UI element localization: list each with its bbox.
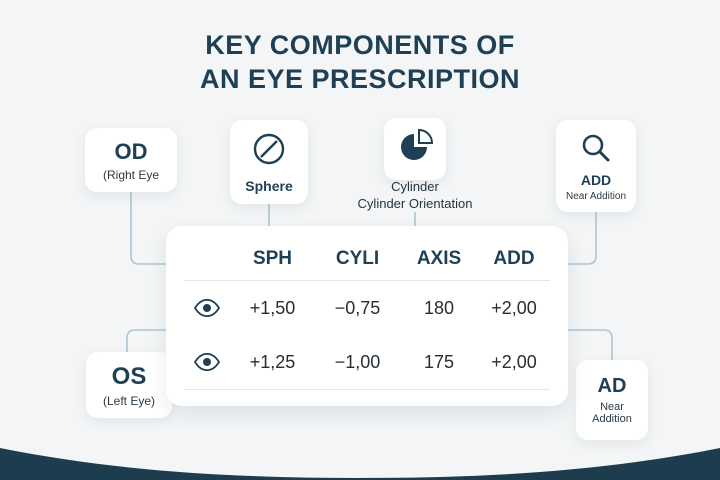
title-line-1: KEY COMPONENTS OF	[205, 30, 515, 60]
table-row: +1,50 −0,75 180 +2,00	[184, 281, 550, 335]
cylinder-label-2: Cylinder Orientation	[357, 196, 473, 211]
os-desc: (Left Eye)	[102, 393, 156, 408]
sphere-label: Sphere	[245, 177, 293, 194]
eye-icon	[184, 281, 230, 335]
sphere-card: Sphere	[230, 120, 308, 204]
table-row: +1,25 −1,00 175 +2,00	[184, 335, 550, 390]
header-cyl: CYLI	[335, 248, 380, 269]
cell-cyl-1: −0,75	[334, 297, 381, 318]
ad-abbr: AD	[597, 375, 627, 397]
od-card: OD (Right Eye	[85, 128, 177, 192]
cylinder-label-1: Cylinder	[391, 179, 439, 194]
page-title: KEY COMPONENTS OF AN EYE PRESCRIPTION	[0, 28, 720, 96]
cell-axis-1: 180	[423, 297, 455, 318]
os-abbr: OS	[111, 362, 147, 390]
os-card: OS (Left Eye)	[86, 352, 172, 418]
footer-wave	[0, 448, 720, 480]
ad-card: AD Near Addition	[576, 360, 648, 440]
header-sph: SPH	[252, 248, 293, 269]
title-line-2: AN EYE PRESCRIPTION	[199, 64, 521, 94]
magnifier-icon	[579, 131, 613, 170]
cell-sph-2: +1,25	[249, 351, 296, 372]
cell-cyl-2: −1,00	[334, 351, 381, 372]
cell-add-2: +2,00	[491, 351, 537, 372]
header-add: ADD	[493, 248, 535, 269]
cell-sph-1: +1,50	[249, 297, 296, 318]
circle-slash-icon	[251, 131, 287, 172]
od-abbr: OD	[114, 138, 148, 164]
od-desc: (Right Eye	[102, 167, 160, 182]
eye-icon	[184, 335, 230, 389]
ad-desc-1: Near	[600, 401, 624, 413]
eye-column-spacer	[184, 238, 230, 280]
table-header-row: SPH CYLI AXIS ADD	[184, 238, 550, 281]
cell-axis-2: 175	[423, 351, 455, 372]
cylinder-caption: Cylinder Cylinder Orientation	[330, 178, 500, 212]
add-abbr: ADD	[580, 171, 612, 188]
ad-desc-2: Addition	[592, 413, 632, 425]
prescription-table: SPH CYLI AXIS ADD +1,50 −0,75 180 +2,00	[166, 226, 568, 406]
add-desc: Near Addition	[565, 190, 627, 202]
header-axis: AXIS	[416, 248, 462, 269]
cell-add-1: +2,00	[491, 297, 537, 318]
cylinder-card	[384, 118, 446, 180]
add-card: ADD Near Addition	[556, 120, 636, 212]
pie-chart-icon	[396, 128, 434, 171]
